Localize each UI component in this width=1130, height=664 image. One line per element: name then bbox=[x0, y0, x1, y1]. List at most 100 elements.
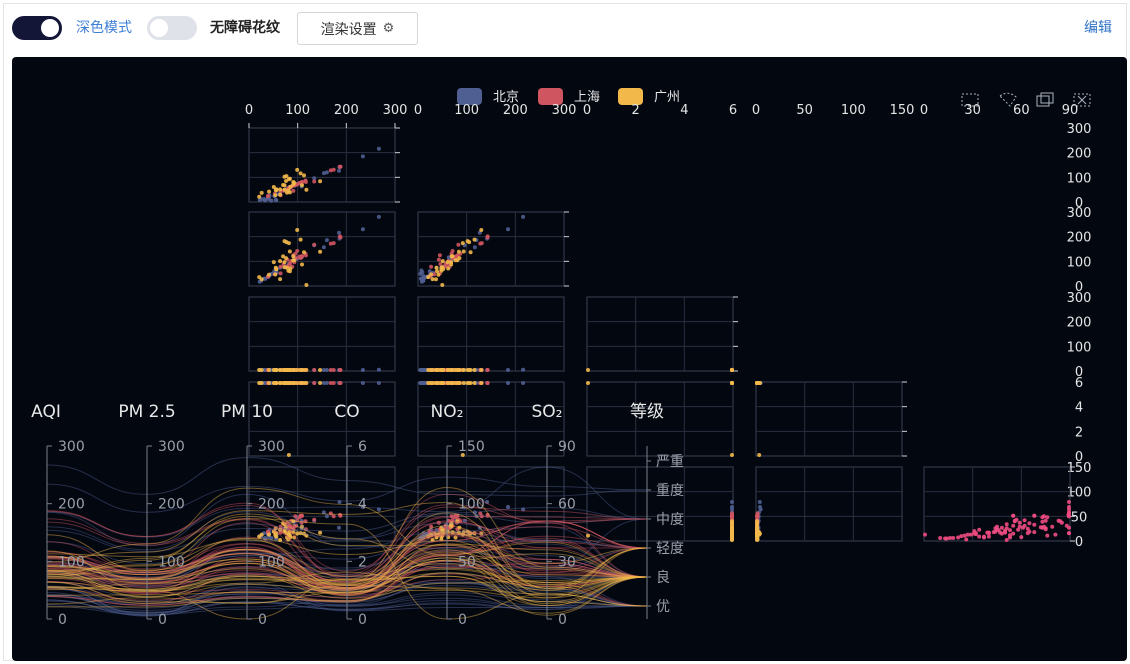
scatter-point[interactable] bbox=[586, 368, 590, 372]
scatter-point[interactable] bbox=[360, 227, 365, 232]
scatter-point[interactable] bbox=[312, 242, 317, 247]
scatter-point[interactable] bbox=[274, 381, 279, 385]
scatter-point[interactable] bbox=[977, 534, 982, 539]
scatter-point[interactable] bbox=[755, 537, 760, 542]
scatter-point[interactable] bbox=[300, 524, 304, 529]
scatter-point[interactable] bbox=[1011, 513, 1016, 518]
scatter-point[interactable] bbox=[331, 167, 336, 172]
scatter-point[interactable] bbox=[360, 505, 365, 509]
scatter-point[interactable] bbox=[324, 238, 329, 243]
scatter-point[interactable] bbox=[456, 530, 461, 535]
scatter-point[interactable] bbox=[485, 381, 490, 385]
scatter-point[interactable] bbox=[474, 514, 479, 519]
scatter-point[interactable] bbox=[257, 198, 262, 202]
scatter-point[interactable] bbox=[338, 164, 342, 169]
scatter-point[interactable] bbox=[302, 173, 306, 178]
scatter-point[interactable] bbox=[429, 524, 434, 529]
scatter-point[interactable] bbox=[730, 500, 734, 504]
scatter-point[interactable] bbox=[338, 368, 342, 372]
scatter-point[interactable] bbox=[586, 381, 590, 385]
scatter-point[interactable] bbox=[1042, 524, 1046, 529]
scatter-point[interactable] bbox=[1040, 515, 1045, 520]
scatter-point[interactable] bbox=[755, 533, 760, 538]
scatter-point[interactable] bbox=[965, 532, 970, 537]
scatter-point[interactable] bbox=[453, 381, 458, 385]
scatter-point[interactable] bbox=[450, 530, 455, 535]
scatter-point[interactable] bbox=[328, 511, 333, 516]
scatter-point[interactable] bbox=[472, 237, 477, 242]
scatter-point[interactable] bbox=[439, 267, 444, 272]
scatter-point[interactable] bbox=[521, 381, 526, 385]
scatter-point[interactable] bbox=[1066, 512, 1071, 517]
scatter-point[interactable] bbox=[278, 271, 283, 276]
scatter-point[interactable] bbox=[426, 381, 431, 385]
scatter-point[interactable] bbox=[1032, 513, 1037, 518]
scatter-point[interactable] bbox=[331, 381, 336, 385]
chart-canvas[interactable]: 北京 上海 广州 0 100 200 300 0 100 200 300 0 2 4 6 0 50 100 150… bbox=[12, 57, 1127, 661]
scatter-point[interactable] bbox=[288, 184, 293, 189]
scatter-point[interactable] bbox=[262, 197, 267, 201]
scatter-point[interactable] bbox=[453, 258, 458, 263]
scatter-point[interactable] bbox=[440, 529, 445, 534]
scatter-point[interactable] bbox=[267, 189, 271, 194]
scatter-point[interactable] bbox=[284, 525, 288, 530]
scatter-point[interactable] bbox=[292, 524, 297, 529]
scatter-point[interactable] bbox=[730, 453, 734, 457]
legend-item[interactable]: 上海 bbox=[538, 88, 600, 105]
dark-mode-toggle[interactable] bbox=[12, 16, 62, 40]
scatter-point[interactable] bbox=[456, 368, 461, 372]
scatter-point[interactable] bbox=[477, 525, 482, 530]
scatter-point[interactable] bbox=[1004, 522, 1009, 527]
scatter-point[interactable] bbox=[430, 538, 435, 542]
scatter-point[interactable] bbox=[418, 381, 423, 385]
scatter-point[interactable] bbox=[376, 381, 381, 385]
scatter-point[interactable] bbox=[303, 178, 308, 183]
scatter-point[interactable] bbox=[462, 518, 467, 523]
scatter-point[interactable] bbox=[267, 272, 271, 277]
scatter-point[interactable] bbox=[338, 381, 342, 385]
scatter-point[interactable] bbox=[257, 275, 262, 280]
scatter-point[interactable] bbox=[286, 188, 291, 193]
scatter-point[interactable] bbox=[376, 367, 381, 372]
scatter-point[interactable] bbox=[755, 381, 760, 385]
matrix-cell[interactable] bbox=[923, 466, 1075, 542]
scatter-point[interactable] bbox=[437, 253, 442, 258]
scatter-point[interactable] bbox=[304, 187, 309, 192]
scatter-point[interactable] bbox=[1053, 532, 1058, 537]
scatter-point[interactable] bbox=[281, 254, 286, 259]
scatter-point[interactable] bbox=[324, 368, 329, 372]
scatter-point[interactable] bbox=[435, 269, 439, 274]
scatter-point[interactable] bbox=[421, 381, 426, 385]
scatter-point[interactable] bbox=[1022, 523, 1027, 528]
matrix-cell[interactable] bbox=[248, 123, 400, 203]
scatter-point[interactable] bbox=[284, 256, 288, 261]
scatter-point[interactable] bbox=[465, 529, 470, 534]
scatter-point[interactable] bbox=[282, 381, 287, 385]
scatter-point[interactable] bbox=[278, 368, 283, 372]
scatter-point[interactable] bbox=[479, 531, 484, 536]
scatter-point[interactable] bbox=[312, 176, 317, 181]
scatter-point[interactable] bbox=[465, 381, 470, 385]
matrix-cell[interactable] bbox=[586, 466, 734, 542]
scatter-point[interactable] bbox=[298, 531, 303, 536]
scatter-point[interactable] bbox=[521, 214, 526, 219]
scatter-point[interactable] bbox=[943, 536, 948, 541]
scatter-point[interactable] bbox=[273, 272, 278, 277]
scatter-point[interactable] bbox=[472, 245, 477, 250]
scatter-point[interactable] bbox=[295, 228, 300, 232]
scatter-point[interactable] bbox=[586, 533, 590, 538]
scatter-point[interactable] bbox=[456, 381, 461, 385]
scatter-point[interactable] bbox=[977, 527, 982, 532]
scatter-point[interactable] bbox=[312, 179, 317, 184]
scatter-point[interactable] bbox=[435, 533, 439, 538]
matrix-cell[interactable] bbox=[586, 381, 734, 457]
scatter-point[interactable] bbox=[1038, 525, 1043, 530]
scatter-point[interactable] bbox=[278, 264, 283, 269]
scatter-point[interactable] bbox=[269, 536, 274, 540]
scatter-point[interactable] bbox=[1011, 531, 1016, 536]
scatter-point[interactable] bbox=[479, 368, 484, 372]
scatter-point[interactable] bbox=[318, 179, 323, 184]
scatter-point[interactable] bbox=[1012, 519, 1017, 524]
scatter-point[interactable] bbox=[282, 529, 287, 534]
rect-select-icon[interactable] bbox=[961, 93, 979, 107]
